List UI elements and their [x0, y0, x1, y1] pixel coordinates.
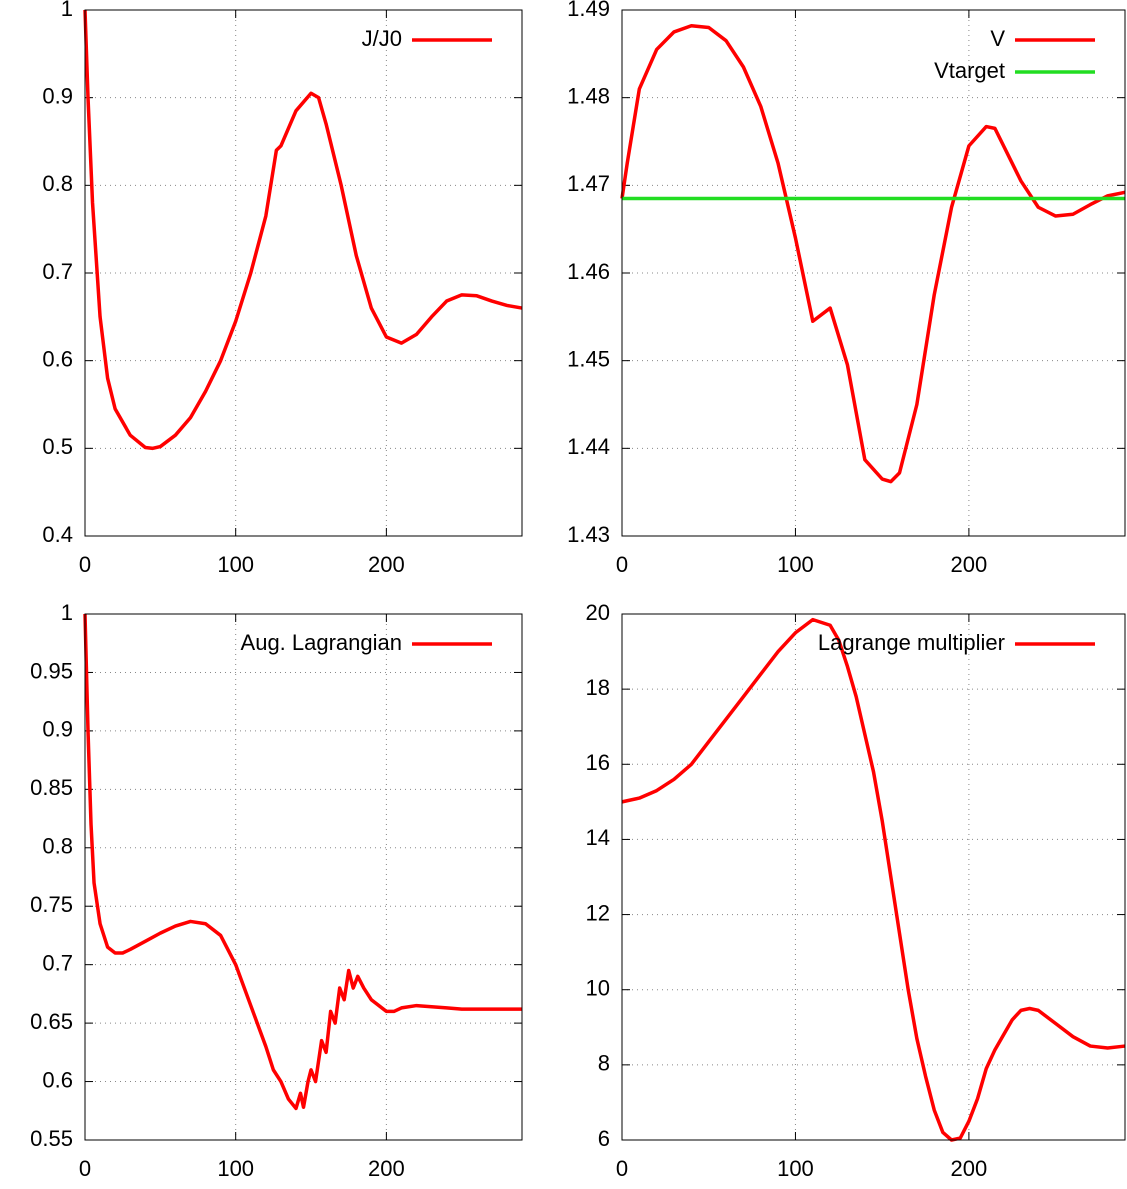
- legend-label: Aug. Lagrangian: [241, 630, 402, 655]
- y-tick-label: 0.5: [42, 434, 73, 459]
- data-line: [621, 617, 1126, 1142]
- x-tick-label: 100: [777, 552, 814, 577]
- y-tick-label: 0.9: [42, 717, 73, 742]
- y-tick-label: 1.48: [567, 83, 610, 108]
- legend-label: Lagrange multiplier: [818, 630, 1005, 655]
- y-tick-label: 0.85: [30, 775, 73, 800]
- y-tick-label: 0.7: [42, 259, 73, 284]
- y-tick-label: 1.44: [567, 434, 610, 459]
- y-tick-label: 1.49: [567, 0, 610, 21]
- y-tick-label: 20: [586, 600, 610, 625]
- x-tick-label: 100: [217, 552, 254, 577]
- legend-label: J/J0: [362, 26, 402, 51]
- y-tick-label: 0.65: [30, 1009, 73, 1034]
- y-tick-label: 1.46: [567, 259, 610, 284]
- plot-frame: [84, 613, 523, 1141]
- x-tick-label: 100: [777, 1156, 814, 1181]
- subplot: 0.55 0.6 0.65 0.7 0.75 0.8 0.85 0.9 0.95 1 0 100 200…: [30, 600, 523, 1181]
- y-tick-label: 0.75: [30, 892, 73, 917]
- y-tick-label: 1.47: [567, 171, 610, 196]
- y-tick-label: 0.55: [30, 1126, 73, 1151]
- y-tick-label: 12: [586, 900, 610, 925]
- y-tick-label: 8: [598, 1051, 610, 1076]
- y-tick-label: 0.8: [42, 171, 73, 196]
- x-tick-label: 200: [368, 1156, 405, 1181]
- y-tick-label: 1.43: [567, 522, 610, 547]
- plot-frame: [621, 9, 1126, 537]
- y-tick-label: 0.4: [42, 522, 73, 547]
- x-tick-label: 0: [616, 552, 628, 577]
- data-line: [83, 613, 522, 1111]
- x-tick-label: 200: [951, 1156, 988, 1181]
- y-tick-label: 18: [586, 675, 610, 700]
- legend-label: V: [990, 26, 1005, 51]
- legend-label: Vtarget: [934, 58, 1005, 83]
- x-tick-label: 0: [79, 552, 91, 577]
- y-tick-label: 0.6: [42, 346, 73, 371]
- subplot: 0.4 0.5 0.6 0.7 0.8 0.9 1 0 100 200 J/J0: [42, 0, 523, 577]
- x-tick-label: 200: [368, 552, 405, 577]
- x-tick-label: 0: [79, 1156, 91, 1181]
- y-tick-label: 6: [598, 1126, 610, 1151]
- y-tick-label: 0.7: [42, 950, 73, 975]
- y-tick-label: 0.9: [42, 83, 73, 108]
- plot-frame: [621, 613, 1126, 1141]
- subplot: 1.43 1.44 1.45 1.46 1.47 1.48 1.49 0 100 200 V Vtar…: [567, 0, 1126, 577]
- y-tick-label: 1: [61, 600, 73, 625]
- y-tick-label: 10: [586, 976, 610, 1001]
- data-line: [620, 24, 1126, 484]
- data-line: [83, 9, 523, 451]
- x-tick-label: 0: [616, 1156, 628, 1181]
- plot-frame: [84, 9, 523, 537]
- y-tick-label: 1: [61, 0, 73, 21]
- y-tick-label: 0.95: [30, 658, 73, 683]
- x-tick-label: 100: [217, 1156, 254, 1181]
- y-tick-label: 0.6: [42, 1067, 73, 1092]
- y-tick-label: 1.45: [567, 346, 610, 371]
- x-tick-label: 200: [951, 552, 988, 577]
- y-tick-label: 16: [586, 750, 610, 775]
- y-tick-label: 14: [586, 825, 610, 850]
- y-tick-label: 0.8: [42, 834, 73, 859]
